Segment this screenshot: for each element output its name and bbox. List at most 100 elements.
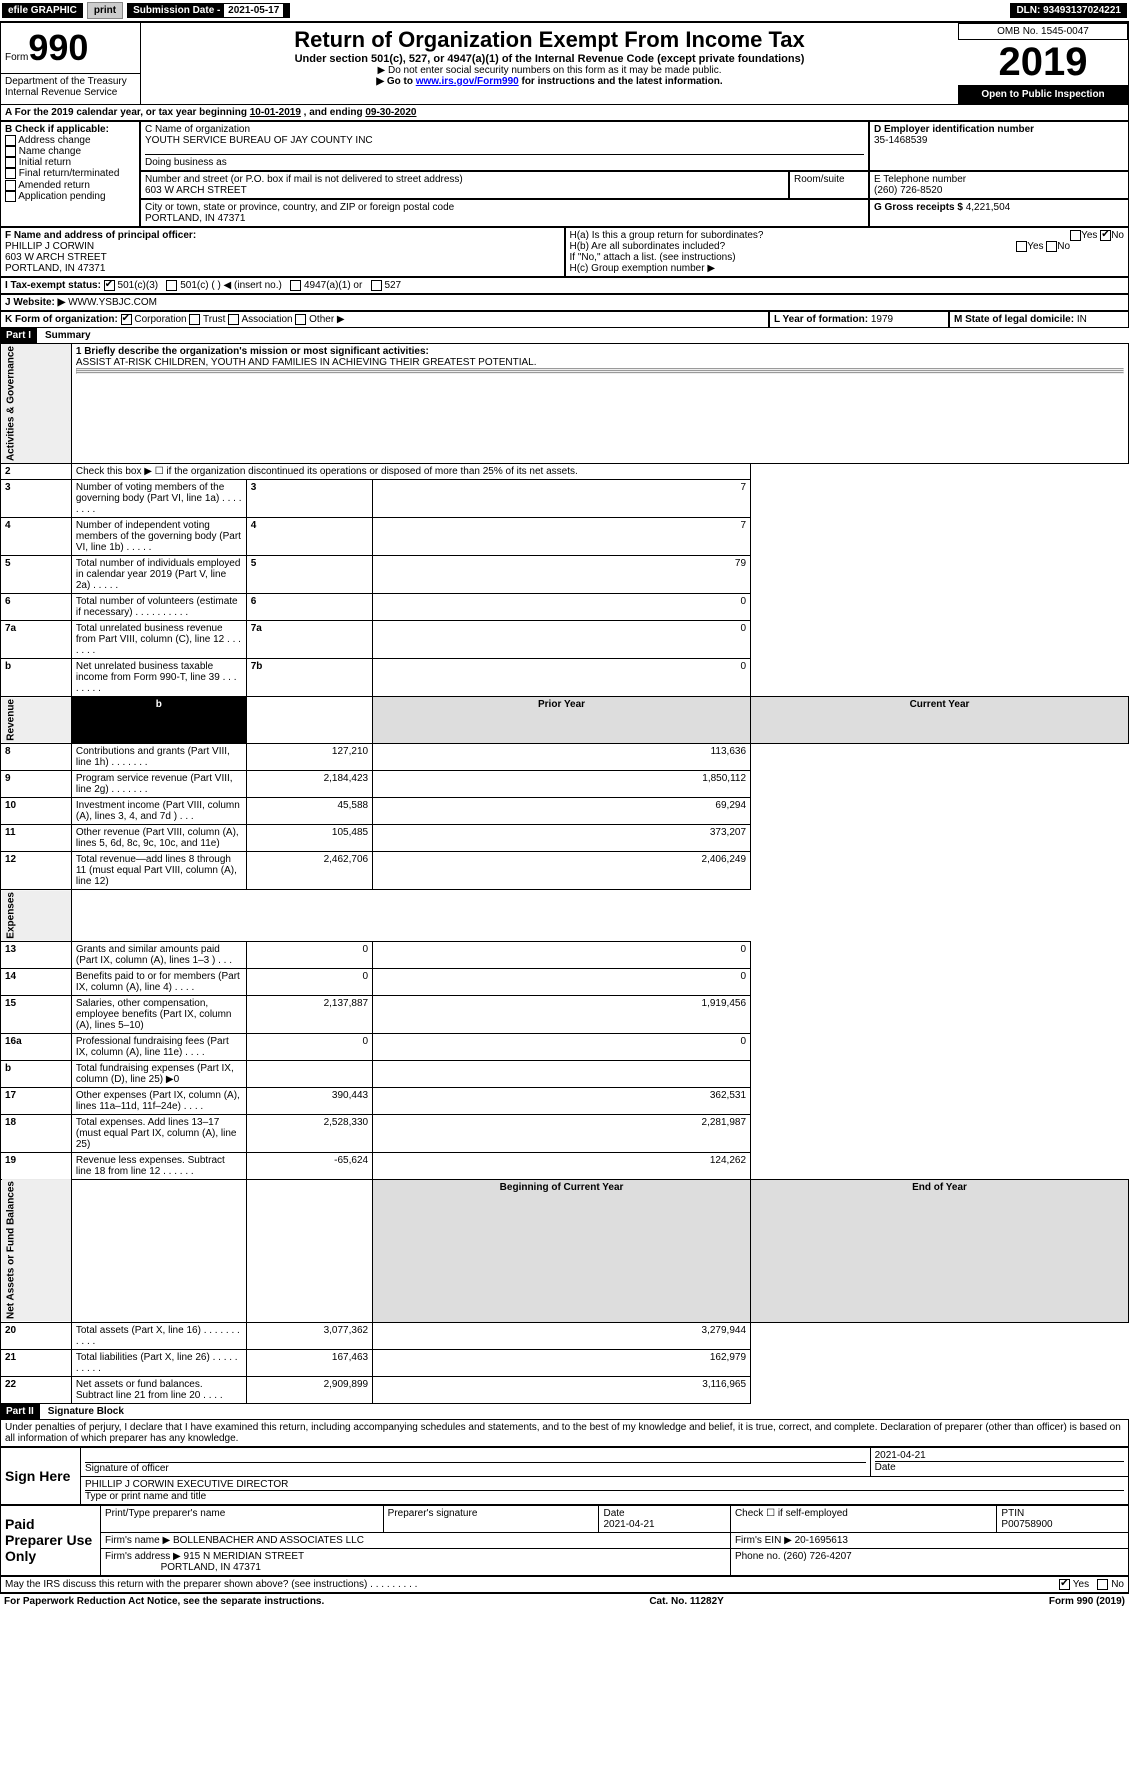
boxb-opt[interactable] xyxy=(5,191,16,202)
sign-date: 2021-04-21 xyxy=(875,1450,1124,1461)
table-row: 15Salaries, other compensation, employee… xyxy=(1,995,1129,1033)
table-row: 7aTotal unrelated business revenue from … xyxy=(1,621,1129,659)
org-name: YOUTH SERVICE BUREAU OF JAY COUNTY INC xyxy=(145,135,864,146)
dln-label: DLN: xyxy=(1016,5,1043,16)
dba-label: Doing business as xyxy=(145,154,864,168)
table-row: 18Total expenses. Add lines 13–17 (must … xyxy=(1,1114,1129,1152)
discuss-yes[interactable] xyxy=(1059,1579,1070,1590)
eoy-head: End of Year xyxy=(751,1179,1129,1322)
firm-phone: (260) 726-4207 xyxy=(783,1551,851,1562)
box-b: B Check if applicable: Address change Na… xyxy=(0,121,140,227)
boxb-opt[interactable] xyxy=(5,180,16,191)
boy-head: Beginning of Current Year xyxy=(373,1179,751,1322)
table-row: 2Check this box ▶ ☐ if the organization … xyxy=(1,464,1129,480)
footer-left: For Paperwork Reduction Act Notice, see … xyxy=(4,1596,324,1607)
k-assoc[interactable] xyxy=(228,314,239,325)
ein-value: 35-1468539 xyxy=(874,135,1124,146)
m-value: IN xyxy=(1077,314,1087,325)
ha-yes[interactable] xyxy=(1070,230,1081,241)
firm-label: Firm's name ▶ xyxy=(105,1535,173,1546)
k-other[interactable] xyxy=(295,314,306,325)
k-corp[interactable] xyxy=(121,314,132,325)
table-row: 4Number of independent voting members of… xyxy=(1,518,1129,556)
form-990: 990 xyxy=(28,27,88,69)
k-o2: Trust xyxy=(203,314,225,325)
side-net: Net Assets or Fund Balances xyxy=(1,1179,72,1322)
box-b-label: B Check if applicable: xyxy=(5,124,135,135)
q1-label: 1 Briefly describe the organization's mi… xyxy=(76,346,1124,357)
form-title: Return of Organization Exempt From Incom… xyxy=(145,27,954,53)
omb-number: OMB No. 1545-0047 xyxy=(958,23,1128,40)
sign-here: Sign Here xyxy=(1,1447,81,1504)
k-o1: Corporation xyxy=(134,314,186,325)
name-type-label: Type or print name and title xyxy=(85,1490,1124,1502)
summary-table: Activities & Governance 1 Briefly descri… xyxy=(0,343,1129,1403)
open-inspection: Open to Public Inspection xyxy=(958,85,1128,104)
side-governance: Activities & Governance xyxy=(1,344,72,464)
gross-value: 4,221,504 xyxy=(966,202,1011,213)
l-label: L Year of formation: xyxy=(774,314,871,325)
k-trust[interactable] xyxy=(189,314,200,325)
hb-yes[interactable] xyxy=(1016,241,1027,252)
dept-treasury: Department of the Treasury Internal Reve… xyxy=(1,73,140,100)
paid-preparer-head: Paid Preparer Use Only xyxy=(1,1505,101,1575)
discuss-no-label: No xyxy=(1111,1579,1124,1590)
form-subtitle: Under section 501(c), 527, or 4947(a)(1)… xyxy=(145,53,954,65)
k-label: K Form of organization: xyxy=(5,314,118,325)
officer-name: PHILLIP J CORWIN xyxy=(5,241,560,252)
prep-h5: PTINP00758900 xyxy=(997,1505,1129,1532)
i-o2: 501(c) ( ) ◀ (insert no.) xyxy=(180,280,282,291)
ha-no[interactable] xyxy=(1100,230,1111,241)
h-a: H(a) Is this a group return for subordin… xyxy=(570,230,1125,241)
part-i-title: Summary xyxy=(37,328,99,343)
table-row: 9Program service revenue (Part VIII, lin… xyxy=(1,771,1129,798)
penalty-text: Under penalties of perjury, I declare th… xyxy=(0,1419,1129,1447)
boxb-option: Name change xyxy=(5,146,135,157)
prep-h2: Preparer's signature xyxy=(383,1505,599,1532)
goto-b: for instructions and the latest informat… xyxy=(519,76,723,87)
efile-button[interactable]: efile GRAPHIC xyxy=(2,3,83,18)
i-501c3[interactable] xyxy=(104,280,115,291)
discuss-row: May the IRS discuss this return with the… xyxy=(0,1576,1129,1593)
boxb-option: Final return/terminated xyxy=(5,168,135,179)
firm-addr2: PORTLAND, IN 47371 xyxy=(161,1562,261,1573)
city-value: PORTLAND, IN 47371 xyxy=(145,213,864,224)
ssn-note: ▶ Do not enter social security numbers o… xyxy=(145,65,954,76)
hb-no[interactable] xyxy=(1046,241,1057,252)
gross-label: G Gross receipts $ xyxy=(874,202,966,213)
form-number: Form 990 xyxy=(1,23,140,73)
period-end: 09-30-2020 xyxy=(365,107,416,118)
irs-link[interactable]: www.irs.gov/Form990 xyxy=(416,76,519,87)
print-button[interactable]: print xyxy=(87,2,123,19)
tax-year: 2019 xyxy=(958,40,1128,85)
period-a: A For the 2019 calendar year, or tax yea… xyxy=(5,107,250,118)
goto-a: ▶ Go to xyxy=(376,76,415,87)
box-m: M State of legal domicile: IN xyxy=(949,311,1129,328)
tax-period: A For the 2019 calendar year, or tax yea… xyxy=(0,105,1129,121)
boxb-opt[interactable] xyxy=(5,146,16,157)
table-row: 6Total number of volunteers (estimate if… xyxy=(1,594,1129,621)
i-o4: 527 xyxy=(384,280,401,291)
prep-h3: Date2021-04-21 xyxy=(599,1505,730,1532)
firm-phone-label: Phone no. xyxy=(735,1551,783,1562)
table-row: 19Revenue less expenses. Subtract line 1… xyxy=(1,1152,1129,1179)
website-value: WWW.YSBJC.COM xyxy=(68,297,157,308)
phone-label: E Telephone number xyxy=(874,174,1124,185)
boxb-opt[interactable] xyxy=(5,168,16,179)
i-501c[interactable] xyxy=(166,280,177,291)
i-527[interactable] xyxy=(371,280,382,291)
i-4947[interactable] xyxy=(290,280,301,291)
boxb-opt[interactable] xyxy=(5,135,16,146)
l-value: 1979 xyxy=(871,314,893,325)
boxb-opt[interactable] xyxy=(5,157,16,168)
prior-year-head: Prior Year xyxy=(373,697,751,744)
i-label: I Tax-exempt status: xyxy=(5,280,101,291)
sign-table: Sign Here Signature of officer 2021-04-2… xyxy=(0,1447,1129,1505)
firm-name: BOLLENBACHER AND ASSOCIATES LLC xyxy=(173,1535,364,1546)
form-word: Form xyxy=(5,52,28,63)
table-row: 8Contributions and grants (Part VIII, li… xyxy=(1,744,1129,771)
q1-text: ASSIST AT-RISK CHILDREN, YOUTH AND FAMIL… xyxy=(76,357,1124,368)
dln-value: 93493137024221 xyxy=(1043,5,1121,16)
table-row: bNet unrelated business taxable income f… xyxy=(1,659,1129,697)
discuss-no[interactable] xyxy=(1097,1579,1108,1590)
